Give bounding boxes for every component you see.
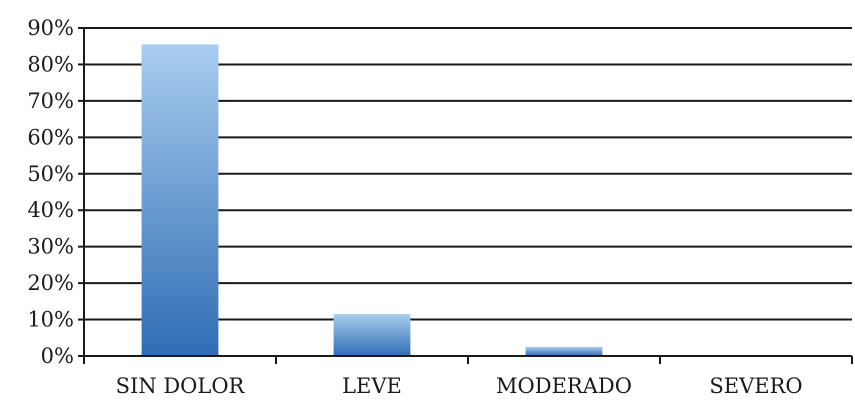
y-tick-labels: 0% 10% 20% 30% 40% 50% 60% 70% 80% 90% [27, 16, 74, 368]
category-labels: SIN DOLOR LEVE MODERADO SEVERO [116, 374, 803, 398]
y-tick-label: 60% [27, 125, 74, 149]
y-tick-label: 30% [27, 235, 74, 259]
category-label: SEVERO [709, 374, 802, 398]
category-label: SIN DOLOR [116, 374, 246, 398]
y-tick-label: 10% [27, 308, 74, 332]
bar-leve [333, 314, 411, 356]
category-label: LEVE [342, 374, 402, 398]
axes [78, 27, 853, 364]
category-label: MODERADO [496, 374, 632, 398]
y-tick-label: 70% [27, 89, 74, 113]
y-tick-label: 20% [27, 271, 74, 295]
bar-sin-dolor [141, 44, 219, 357]
bar-moderado [525, 346, 603, 356]
bars [141, 44, 603, 357]
y-tick-label: 40% [27, 198, 74, 222]
y-tick-label: 0% [41, 344, 74, 368]
y-tick-label: 90% [27, 16, 74, 40]
y-tick-label: 50% [27, 162, 74, 186]
y-tick-label: 80% [27, 52, 74, 76]
